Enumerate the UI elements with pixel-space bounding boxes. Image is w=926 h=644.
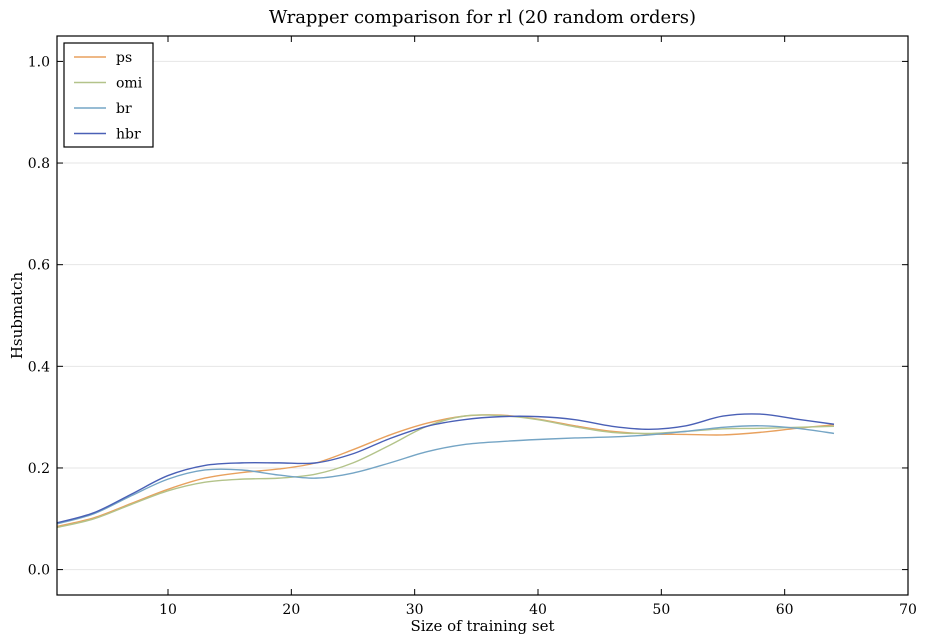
x-axis-label: Size of training set <box>410 617 554 635</box>
x-tick-label: 20 <box>282 602 300 618</box>
series-line-ps <box>56 414 835 528</box>
chart-title: Wrapper comparison for rl (20 random ord… <box>269 7 696 28</box>
legend: ps omi br hbr <box>63 42 154 148</box>
x-tick-label: 10 <box>159 602 177 618</box>
grid-layer <box>57 60 908 571</box>
legend-label-hbr: hbr <box>116 127 141 143</box>
y-tick-label: 0.6 <box>28 258 50 274</box>
y-tick-label: 1.0 <box>28 54 50 70</box>
x-tick-label: 70 <box>899 602 917 618</box>
x-tick-label: 50 <box>652 602 670 618</box>
legend-box <box>63 42 154 148</box>
x-tick-label: 40 <box>529 602 547 618</box>
legend-label-ps: ps <box>116 50 132 66</box>
tick-layer: 10 20 30 40 50 60 70 0.0 0.2 0.4 0.6 0.8 1.0 <box>28 36 917 618</box>
y-tick-label: 0.0 <box>28 563 50 579</box>
x-tick-label: 30 <box>406 602 424 618</box>
legend-label-br: br <box>116 101 132 117</box>
y-axis-label: Hsubmatch <box>8 272 26 360</box>
y-tick-label: 0.2 <box>28 461 50 477</box>
series-layer <box>56 413 835 529</box>
legend-label-omi: omi <box>116 76 143 92</box>
x-tick-label: 60 <box>776 602 794 618</box>
series-line-hbr <box>56 413 835 524</box>
series-line-omi <box>56 414 835 529</box>
plot-frame <box>56 35 909 596</box>
series-line-br <box>56 425 835 525</box>
y-tick-label: 0.8 <box>28 156 50 172</box>
y-tick-label: 0.4 <box>28 359 50 375</box>
